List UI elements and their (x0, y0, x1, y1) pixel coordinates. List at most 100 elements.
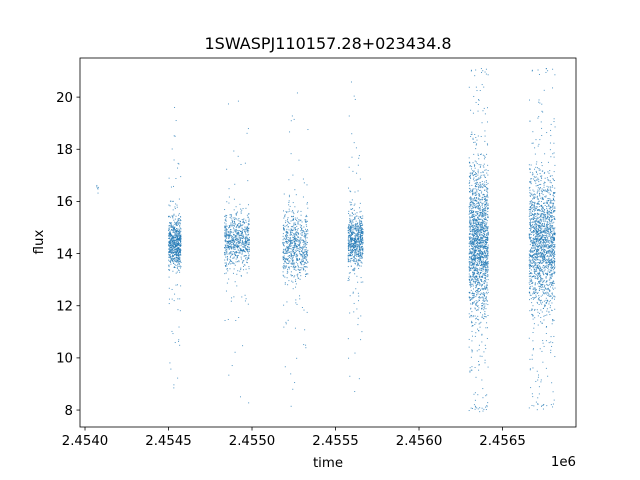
data-point (357, 250, 359, 252)
data-point (170, 239, 172, 241)
data-point (475, 241, 477, 243)
data-point (475, 286, 477, 288)
data-point (301, 221, 303, 223)
data-point (244, 228, 246, 230)
data-point (470, 276, 472, 278)
data-point (475, 219, 477, 221)
data-point (302, 178, 304, 180)
data-point (476, 243, 478, 245)
data-point (168, 245, 170, 247)
data-point (357, 235, 359, 237)
data-point (552, 178, 554, 180)
data-point (474, 185, 476, 187)
data-point (484, 135, 486, 137)
data-point (350, 258, 352, 260)
data-point (482, 215, 484, 217)
data-point (485, 212, 487, 214)
data-point (288, 251, 290, 253)
data-point (487, 252, 489, 254)
data-point (480, 164, 482, 166)
data-point (479, 222, 481, 224)
data-point (245, 242, 247, 244)
data-point (475, 296, 477, 298)
data-point (477, 218, 479, 220)
data-point (480, 246, 482, 247)
data-point (226, 234, 228, 236)
data-point (475, 238, 477, 240)
data-point (303, 253, 305, 255)
data-point (474, 399, 476, 401)
data-point (470, 258, 472, 260)
data-point (302, 269, 304, 271)
data-point (241, 209, 243, 211)
data-point (480, 228, 482, 230)
data-point (484, 287, 486, 289)
data-point (287, 211, 289, 213)
data-point (542, 256, 544, 258)
data-point (469, 176, 471, 178)
data-point (542, 245, 544, 247)
data-point (248, 248, 250, 250)
data-point (482, 302, 484, 304)
data-point (481, 267, 483, 269)
data-point (532, 222, 534, 224)
data-point (307, 230, 309, 232)
data-point (469, 223, 471, 225)
data-point (293, 236, 295, 238)
data-point (230, 245, 232, 247)
data-point (529, 292, 531, 294)
data-point (231, 223, 233, 225)
data-point (358, 228, 360, 230)
data-point (292, 174, 294, 176)
data-point (178, 270, 180, 271)
data-point (175, 241, 177, 243)
data-point (486, 300, 488, 302)
data-point (348, 252, 350, 254)
data-point (475, 101, 477, 103)
data-point (170, 252, 172, 254)
data-point (176, 221, 178, 223)
data-point (355, 220, 357, 222)
data-point (550, 156, 552, 158)
data-point (300, 226, 302, 228)
data-point (351, 260, 353, 262)
data-point (236, 238, 238, 240)
data-point (469, 204, 471, 206)
data-point (473, 228, 475, 230)
data-point (471, 320, 473, 322)
data-point (533, 259, 535, 261)
data-point (481, 122, 483, 124)
data-point (225, 252, 227, 254)
data-point (473, 244, 475, 246)
data-point (482, 314, 484, 316)
data-point (178, 217, 180, 219)
data-point (351, 242, 353, 244)
data-point (482, 388, 484, 390)
data-point (484, 285, 486, 287)
data-point (486, 251, 488, 253)
data-point (528, 257, 530, 259)
data-point (237, 219, 239, 221)
data-point (353, 260, 355, 262)
data-point (243, 255, 245, 257)
data-point (351, 231, 353, 233)
data-point (529, 237, 531, 239)
data-point (538, 266, 540, 268)
data-point (471, 224, 473, 226)
data-point (554, 254, 556, 256)
data-point (353, 226, 355, 228)
data-point (169, 232, 171, 234)
data-point (226, 243, 228, 245)
data-point (226, 282, 228, 284)
data-point (477, 197, 479, 199)
data-point (473, 95, 475, 97)
data-point (247, 224, 249, 226)
data-point (480, 218, 482, 220)
data-point (295, 246, 297, 248)
data-point (300, 250, 302, 252)
data-point (179, 298, 181, 300)
data-point (235, 235, 237, 237)
data-point (294, 327, 296, 329)
data-point (236, 212, 238, 214)
data-point (354, 260, 355, 262)
